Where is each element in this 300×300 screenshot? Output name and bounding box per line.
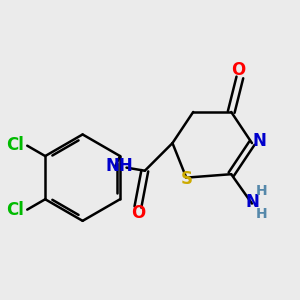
Text: O: O: [231, 61, 245, 79]
Text: O: O: [131, 204, 145, 222]
Text: H: H: [256, 207, 267, 221]
Text: Cl: Cl: [7, 201, 25, 219]
Text: NH: NH: [105, 157, 133, 175]
Text: S: S: [181, 170, 193, 188]
Text: N: N: [245, 193, 259, 211]
Text: N: N: [253, 132, 266, 150]
Text: H: H: [256, 184, 267, 199]
Text: Cl: Cl: [7, 136, 25, 154]
